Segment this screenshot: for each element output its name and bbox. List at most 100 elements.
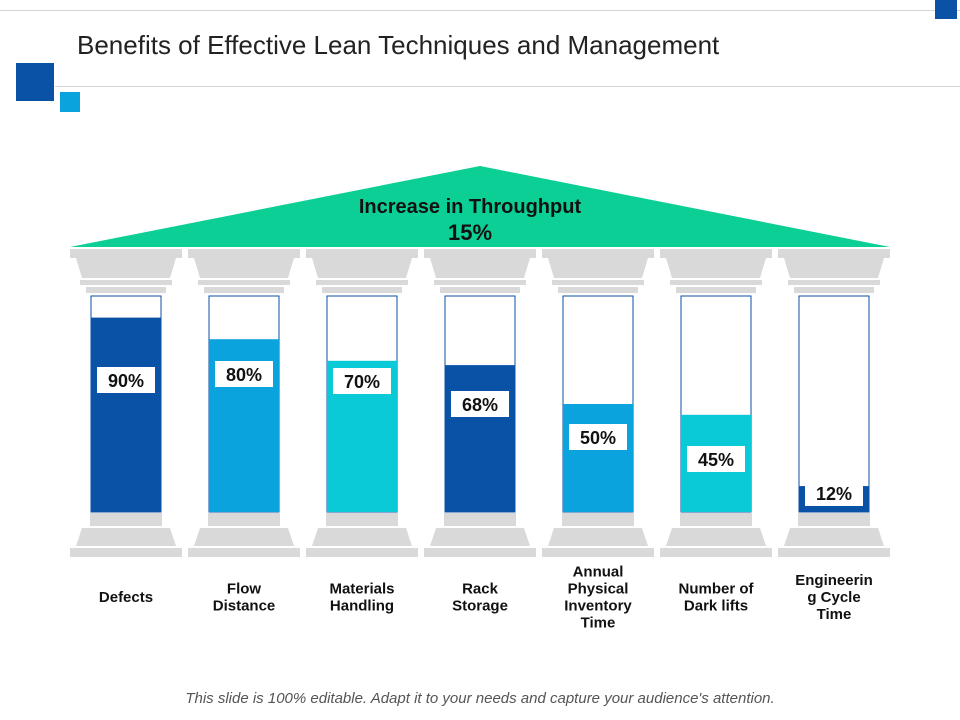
title-divider — [55, 86, 960, 87]
bar — [563, 404, 633, 512]
pillar-base-mid — [548, 528, 648, 546]
pillar-base-bottom — [660, 548, 772, 557]
pillar-capital-top — [306, 249, 418, 258]
pillar-base-neck — [208, 513, 280, 526]
pillar-capital-ring — [198, 280, 290, 285]
data-label: 45% — [698, 450, 734, 470]
pillar-capital-top — [778, 249, 890, 258]
roof-title: Increase in Throughput — [359, 196, 582, 218]
pillar-capital-top — [188, 249, 300, 258]
data-label-box — [97, 367, 155, 393]
category-label-line: Engineerin — [795, 572, 873, 589]
category-label: Flow Distance — [213, 581, 276, 615]
pillar-capital-ring — [788, 280, 880, 285]
roof-triangle — [70, 166, 890, 247]
category-label-line: g Cycle — [807, 589, 860, 606]
pillar-base-neck — [444, 513, 516, 526]
pillar-capital-ring — [80, 280, 172, 285]
bar — [445, 365, 515, 512]
pillar-base-bottom — [778, 548, 890, 557]
data-label: 68% — [462, 395, 498, 415]
category-label-line: Time — [817, 606, 852, 623]
pillar-capital-neck — [86, 287, 166, 293]
category-label: Materials Handling — [329, 581, 394, 615]
pillar-base-mid — [194, 528, 294, 546]
corner-accent-square — [935, 0, 957, 19]
pillar-base-mid — [312, 528, 412, 546]
pillar-capital-neck — [204, 287, 284, 293]
pillar-capital-neck — [676, 287, 756, 293]
data-label-box — [805, 480, 863, 506]
data-label: 90% — [108, 371, 144, 391]
pillar-capital-top — [660, 249, 772, 258]
category-label: Rack Storage — [452, 581, 508, 615]
category-label-line: Rack — [462, 581, 499, 598]
data-label-box — [569, 424, 627, 450]
category-label-line: Inventory — [564, 598, 632, 615]
category-label-line: Physical — [568, 581, 629, 598]
pillar-base-neck — [326, 513, 398, 526]
pillar-capital-top — [424, 249, 536, 258]
pillar-capital-neck — [558, 287, 638, 293]
category-label-line: Time — [581, 615, 616, 632]
category-label: Defects — [99, 589, 153, 606]
decorative-square-large — [16, 63, 54, 101]
pillar-base-neck — [90, 513, 162, 526]
data-label-box — [215, 361, 273, 387]
pillar-capital-ring — [552, 280, 644, 285]
pillar-base-bottom — [306, 548, 418, 557]
pillar-capital-ring — [434, 280, 526, 285]
pillar-capital-mid — [430, 258, 530, 278]
pillar-base-mid — [666, 528, 766, 546]
data-label: 80% — [226, 365, 262, 385]
pillar-capital-ring — [670, 280, 762, 285]
pillar-base-bottom — [188, 548, 300, 557]
category-label: Annual Physical Inventory Time — [564, 564, 632, 632]
decorative-square-small — [60, 92, 80, 112]
pillar-base-neck — [798, 513, 870, 526]
slide-title: Benefits of Effective Lean Techniques an… — [77, 30, 720, 60]
category-label-line: Handling — [330, 598, 394, 615]
pillar-capital-mid — [194, 258, 294, 278]
pillar-base-mid — [430, 528, 530, 546]
bar — [91, 317, 161, 512]
pillar-capital-mid — [76, 258, 176, 278]
pillar-capital-top — [542, 249, 654, 258]
category-label-line: Annual — [573, 564, 624, 581]
data-label-box — [451, 391, 509, 417]
category-label-line: Dark lifts — [684, 598, 748, 615]
data-label: 70% — [344, 372, 380, 392]
pillar-base-bottom — [70, 548, 182, 557]
pillar-capital-ring — [316, 280, 408, 285]
footer-note: This slide is 100% editable. Adapt it to… — [185, 690, 775, 707]
pillar-base-neck — [680, 513, 752, 526]
category-label-line: Materials — [329, 581, 394, 598]
data-label-box — [687, 446, 745, 472]
pillar-frame — [798, 295, 870, 513]
pillar-capital-neck — [440, 287, 520, 293]
pillar-capital-neck — [322, 287, 402, 293]
category-label: Engineerin g Cycle Time — [795, 572, 873, 623]
category-label: Number of Dark lifts — [679, 581, 755, 615]
category-label-line: Storage — [452, 598, 508, 615]
pillar-base-neck — [562, 513, 634, 526]
pillar-capital-mid — [548, 258, 648, 278]
pillar-capital-neck — [794, 287, 874, 293]
data-label: 12% — [816, 484, 852, 504]
pillar-base-bottom — [424, 548, 536, 557]
pillar-base-mid — [784, 528, 884, 546]
category-label-line: Flow — [227, 581, 261, 598]
pillar-capital-mid — [312, 258, 412, 278]
pillar-capital-mid — [666, 258, 766, 278]
pillar-capital-top — [70, 249, 182, 258]
category-label-line: Number of — [679, 581, 755, 598]
top-divider — [0, 10, 960, 11]
pillar-capital-mid — [784, 258, 884, 278]
pillar-base-mid — [76, 528, 176, 546]
category-label-line: Distance — [213, 598, 276, 615]
category-label-line: Defects — [99, 589, 153, 606]
data-label: 50% — [580, 428, 616, 448]
roof-value: 15% — [448, 220, 492, 245]
pillar-base-bottom — [542, 548, 654, 557]
